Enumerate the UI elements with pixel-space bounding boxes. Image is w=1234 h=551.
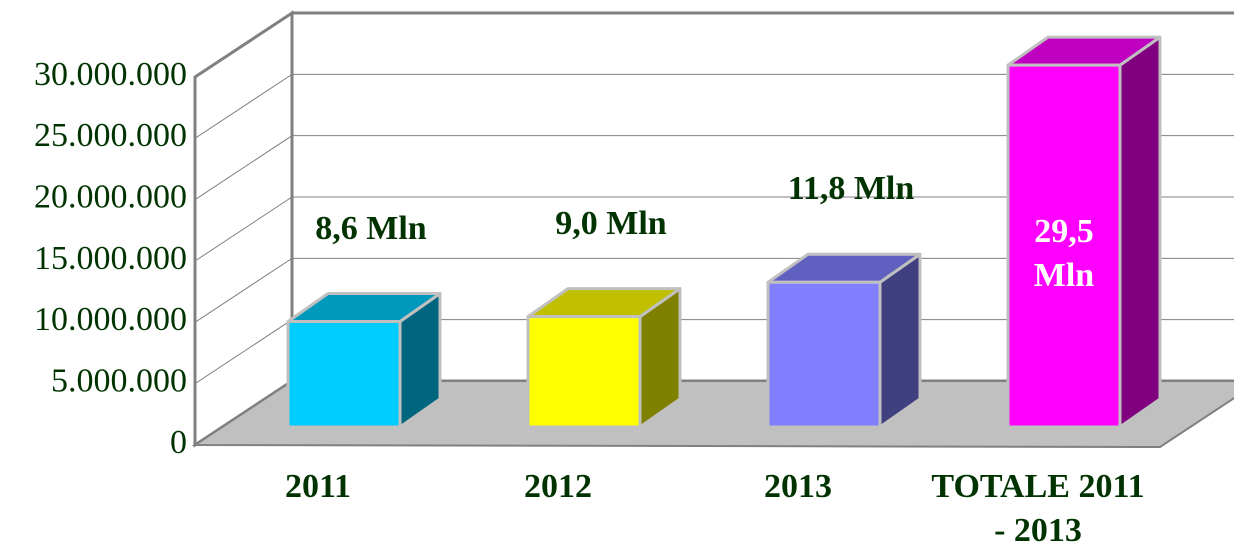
value-label: 11,8 Mln <box>787 170 915 208</box>
value-label: 9,0 Mln <box>555 204 667 242</box>
floor <box>191 380 1234 449</box>
x-tick-label: 2011 <box>284 468 352 505</box>
y-tick-label: 5.000.000 <box>51 362 187 399</box>
y-tick-label: 20.000.000 <box>34 178 187 215</box>
grid-line <box>194 12 1234 78</box>
grid-line <box>194 196 1234 262</box>
bar <box>286 320 402 429</box>
bar-side <box>1118 35 1162 429</box>
y-tick-label: 10.000.000 <box>34 301 187 338</box>
y-tick-label: 0 <box>170 424 187 461</box>
y-tick-label: 25.000.000 <box>34 117 187 154</box>
grid-line <box>194 135 1234 201</box>
x-tick-label: 2012 <box>524 468 592 505</box>
y-tick-label: 15.000.000 <box>34 240 187 277</box>
bar-side <box>878 252 922 429</box>
x-tick-label: 2013 <box>764 468 832 505</box>
y-tick-label: 30.000.000 <box>34 56 187 93</box>
x-tick-label: TOTALE 2011 - 2013 <box>931 468 1145 549</box>
bar <box>526 315 642 429</box>
bar <box>1006 63 1122 429</box>
bar <box>766 280 882 429</box>
grid-line <box>194 73 1234 139</box>
value-label: 8,6 Mln <box>315 209 427 247</box>
value-label: 29,5 Mln <box>1033 213 1095 295</box>
grid-line <box>194 257 1234 323</box>
